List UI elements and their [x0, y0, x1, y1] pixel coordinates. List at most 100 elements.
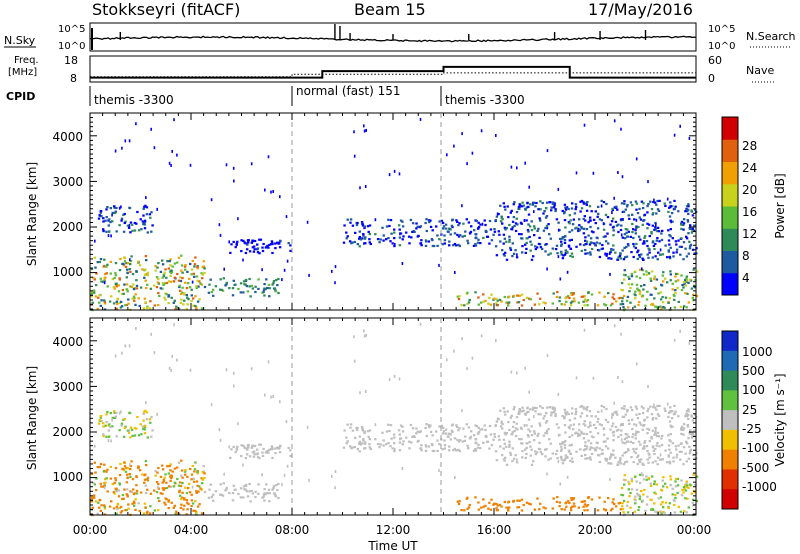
scatter-cell — [560, 445, 563, 448]
scatter-cell — [136, 210, 139, 214]
scatter-cell — [675, 243, 678, 246]
power-cbar-swatch — [722, 139, 738, 162]
scatter-cell — [547, 458, 550, 461]
scatter-cell — [150, 211, 153, 214]
scatter-cell — [685, 410, 689, 413]
scatter-cell — [684, 292, 687, 295]
scatter-cell — [612, 244, 615, 247]
scatter-cell — [356, 221, 359, 225]
scatter-cell — [449, 233, 452, 236]
scatter-cell — [129, 285, 132, 288]
scatter-cell — [165, 498, 168, 501]
scatter-cell — [624, 228, 627, 231]
scatter-cell — [688, 452, 692, 455]
scatter-cell — [650, 413, 654, 416]
scatter-cell — [149, 300, 152, 303]
scatter-cell — [534, 450, 537, 453]
scatter-cell — [631, 231, 634, 234]
scatter-cell — [469, 435, 473, 438]
scatter-cell — [381, 431, 384, 434]
power-ytick-4000: 4000 — [52, 130, 83, 144]
scatter-cell — [545, 448, 548, 451]
scatter-cell — [687, 457, 690, 460]
scatter-cell — [619, 303, 622, 306]
scatter-cell — [655, 223, 657, 227]
scatter-cell — [438, 425, 441, 428]
scatter-cell — [246, 495, 250, 498]
scatter-cell — [689, 483, 692, 486]
scatter-cell — [145, 401, 147, 405]
scatter-cell — [98, 499, 101, 502]
scatter-cell — [531, 408, 535, 411]
scatter-cell — [503, 295, 506, 299]
scatter-cell — [667, 249, 670, 252]
scatter-cell — [177, 513, 181, 516]
scatter-cell — [641, 223, 644, 226]
scatter-cell — [273, 492, 277, 495]
scatter-cell — [237, 287, 240, 291]
scatter-cell — [638, 216, 641, 219]
scatter-cell — [557, 187, 560, 191]
scatter-cell — [680, 442, 683, 445]
scatter-cell — [627, 435, 631, 438]
scatter-cell — [129, 426, 133, 429]
scatter-cell — [626, 243, 630, 246]
scatter-cell — [431, 239, 434, 242]
scatter-cell — [585, 505, 588, 508]
scatter-cell — [346, 218, 349, 221]
scatter-cell — [602, 235, 605, 238]
scatter-cell — [190, 273, 193, 276]
scatter-cell — [533, 508, 537, 511]
scatter-cell — [455, 244, 458, 247]
scatter-cell — [669, 440, 672, 443]
scatter-cell — [183, 504, 186, 507]
scatter-cell — [657, 209, 661, 212]
scatter-cell — [605, 459, 608, 462]
scatter-cell — [144, 484, 147, 487]
scatter-cell — [133, 229, 137, 232]
scatter-cell — [170, 164, 172, 167]
scatter-cell — [634, 502, 637, 505]
scatter-cell — [653, 228, 656, 231]
scatter-cell — [635, 283, 639, 286]
scatter-cell — [172, 485, 176, 488]
scatter-cell — [135, 484, 138, 487]
scatter-cell — [582, 422, 585, 426]
scatter-cell — [509, 451, 512, 454]
scatter-cell — [502, 253, 506, 256]
scatter-cell — [621, 236, 624, 239]
scatter-cell — [390, 437, 393, 440]
scatter-cell — [583, 420, 586, 423]
scatter-cell — [283, 473, 286, 477]
scatter-cell — [480, 129, 483, 133]
scatter-cell — [401, 467, 404, 470]
scatter-cell — [180, 264, 184, 267]
scatter-cell — [684, 210, 687, 213]
scatter-cell — [112, 490, 116, 494]
scatter-cell — [466, 291, 469, 294]
scatter-cell — [682, 223, 685, 226]
scatter-cell — [150, 127, 152, 131]
scatter-cell — [469, 230, 473, 233]
scatter-cell — [522, 503, 525, 507]
scatter-cell — [526, 229, 530, 232]
velocity-cbar-swatch — [722, 410, 738, 431]
scatter-cell — [569, 459, 572, 463]
scatter-cell — [345, 436, 348, 439]
scatter-cell — [103, 463, 106, 466]
scatter-cell — [651, 240, 655, 243]
scatter-cell — [166, 465, 169, 468]
scatter-cell — [453, 232, 457, 235]
scatter-cell — [501, 249, 504, 252]
scatter-cell — [527, 230, 530, 233]
scatter-cell — [103, 258, 106, 261]
scatter-cell — [267, 451, 270, 454]
scatter-cell — [408, 242, 411, 245]
scatter-cell — [624, 413, 627, 416]
scatter-cell — [212, 294, 215, 297]
scatter-cell — [167, 295, 170, 298]
scatter-cell — [675, 248, 679, 251]
scatter-cell — [172, 280, 176, 283]
scatter-cell — [630, 272, 633, 275]
scatter-cell — [623, 405, 626, 408]
